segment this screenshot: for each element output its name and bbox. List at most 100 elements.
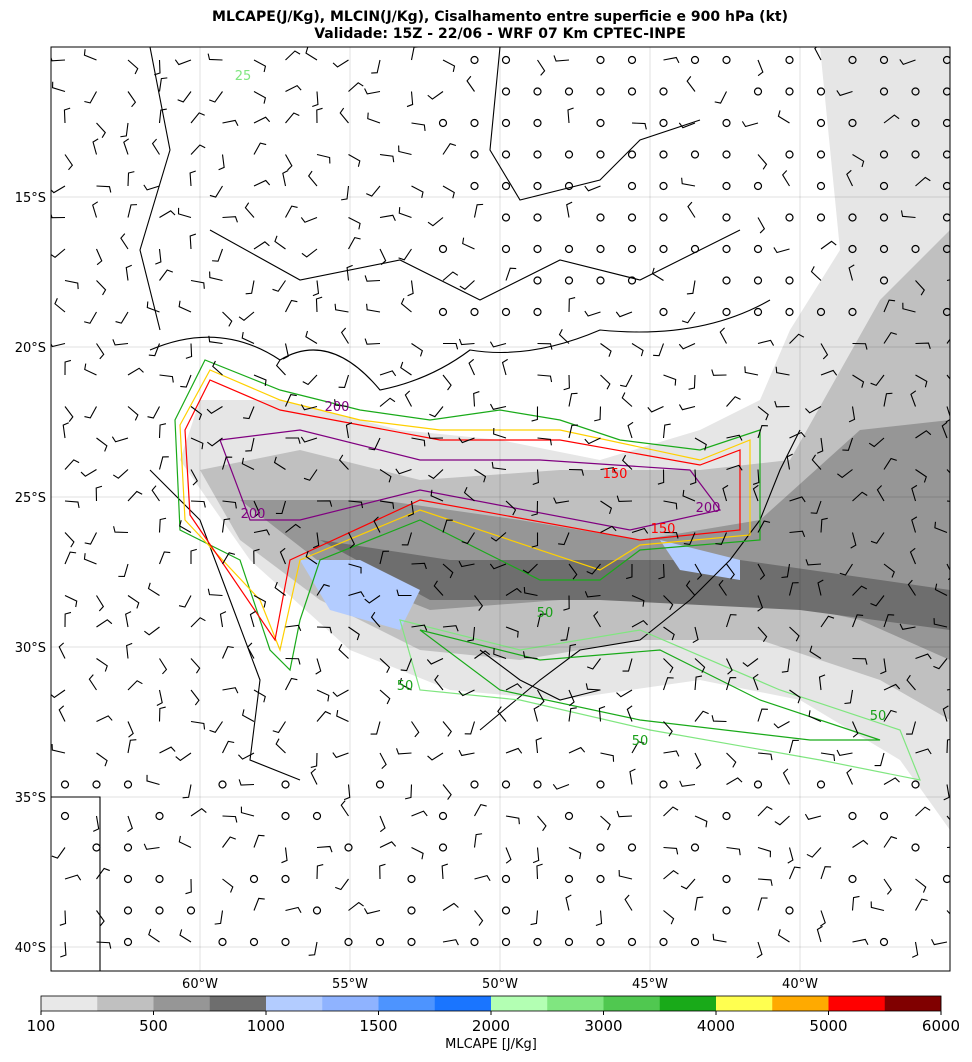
wind-barb — [96, 910, 105, 927]
wind-barb — [343, 784, 351, 801]
wind-barb — [568, 707, 577, 722]
wind-barb — [489, 403, 507, 410]
wind-barb — [883, 392, 893, 407]
wind-barb — [340, 800, 349, 817]
wind-barb — [876, 485, 885, 502]
wind-barb — [253, 689, 266, 703]
wind-barb — [489, 341, 507, 348]
wind-barb — [943, 784, 950, 801]
wind-barb — [726, 563, 735, 580]
wind-barb — [190, 279, 205, 289]
wind-barb — [870, 532, 885, 544]
wind-barb — [379, 153, 395, 163]
calm-marker — [596, 150, 605, 159]
wind-barb — [663, 910, 675, 925]
wind-barb — [51, 212, 66, 219]
wind-barb — [694, 896, 704, 911]
lat-label: 40°S — [15, 941, 46, 956]
calm-marker — [470, 118, 479, 128]
wind-barb — [338, 644, 349, 659]
colorbar-tick-label: 3000 — [584, 1017, 622, 1035]
calm-marker — [312, 906, 322, 915]
wind-barb — [757, 563, 766, 580]
wind-barb — [281, 847, 288, 864]
wind-barb — [253, 241, 270, 250]
wind-barb — [789, 530, 806, 538]
wind-barb — [222, 311, 233, 327]
wind-barb — [811, 454, 822, 470]
calm-marker — [533, 118, 542, 128]
wind-barb — [441, 863, 448, 880]
wind-barb — [146, 301, 160, 313]
wind-barb — [428, 469, 444, 480]
lat-label: 30°S — [15, 641, 46, 656]
wind-barb — [530, 910, 539, 926]
wind-barb — [64, 406, 74, 422]
calm-marker — [785, 55, 794, 65]
wind-barb — [147, 406, 160, 419]
wind-barb — [442, 939, 459, 946]
wind-barb — [407, 500, 415, 517]
wind-barb — [616, 810, 633, 818]
wind-barb — [63, 107, 71, 124]
calm-marker — [627, 276, 637, 285]
calm-marker — [659, 181, 668, 191]
wind-barb — [537, 689, 545, 706]
wind-barb — [883, 836, 898, 848]
title-line: MLCAPE(J/Kg), MLCIN(J/Kg), Cisalhamento … — [212, 9, 788, 25]
wind-barb — [221, 456, 233, 470]
wind-barb — [600, 500, 613, 515]
wind-barb — [411, 721, 420, 738]
wind-barb — [316, 710, 332, 722]
calm-marker — [627, 150, 637, 159]
calm-marker — [816, 150, 826, 159]
wind-barb — [379, 500, 395, 509]
calm-marker — [155, 906, 164, 915]
wind-barb — [915, 176, 931, 187]
calm-marker — [501, 87, 511, 96]
wind-barb — [726, 658, 733, 675]
wind-barb — [112, 339, 129, 346]
wind-barb — [158, 77, 168, 92]
calm-marker — [249, 874, 259, 884]
wind-barb — [222, 878, 234, 893]
wind-barb — [64, 551, 77, 565]
calm-marker — [722, 213, 731, 222]
wind-barb — [490, 532, 507, 542]
wind-barb — [346, 264, 353, 281]
wind-barb — [371, 59, 381, 74]
colorbar-swatch — [828, 996, 886, 1011]
wind-barb — [411, 810, 428, 817]
calm-marker — [753, 244, 763, 254]
calm-marker — [942, 118, 950, 128]
wind-barb — [404, 784, 413, 800]
wind-barb — [741, 121, 759, 128]
calm-marker — [596, 213, 605, 222]
wind-barb — [379, 214, 396, 221]
wind-barb — [51, 56, 66, 62]
wind-barb — [335, 878, 349, 891]
wind-barb — [553, 55, 570, 62]
wind-barb — [334, 399, 349, 408]
wind-barb — [616, 689, 633, 698]
wind-barb — [909, 547, 917, 565]
wind-barb — [285, 677, 298, 691]
calm-marker — [564, 874, 574, 884]
wind-barb — [96, 122, 106, 138]
wind-barb — [461, 532, 475, 545]
calm-marker — [281, 780, 290, 789]
wind-barb — [54, 298, 66, 313]
calm-marker — [533, 780, 542, 789]
wind-barb — [398, 207, 412, 219]
wind-barb — [464, 721, 476, 735]
wind-barb — [537, 374, 553, 383]
wind-barb — [58, 642, 66, 659]
wind-barb — [726, 434, 743, 441]
wind-barb — [911, 941, 919, 958]
wind-barb — [411, 122, 426, 131]
wind-barb — [243, 406, 255, 420]
wind-barb — [253, 59, 267, 73]
wind-barb — [752, 469, 760, 485]
wind-barb — [915, 469, 927, 483]
wind-barb — [852, 839, 869, 848]
